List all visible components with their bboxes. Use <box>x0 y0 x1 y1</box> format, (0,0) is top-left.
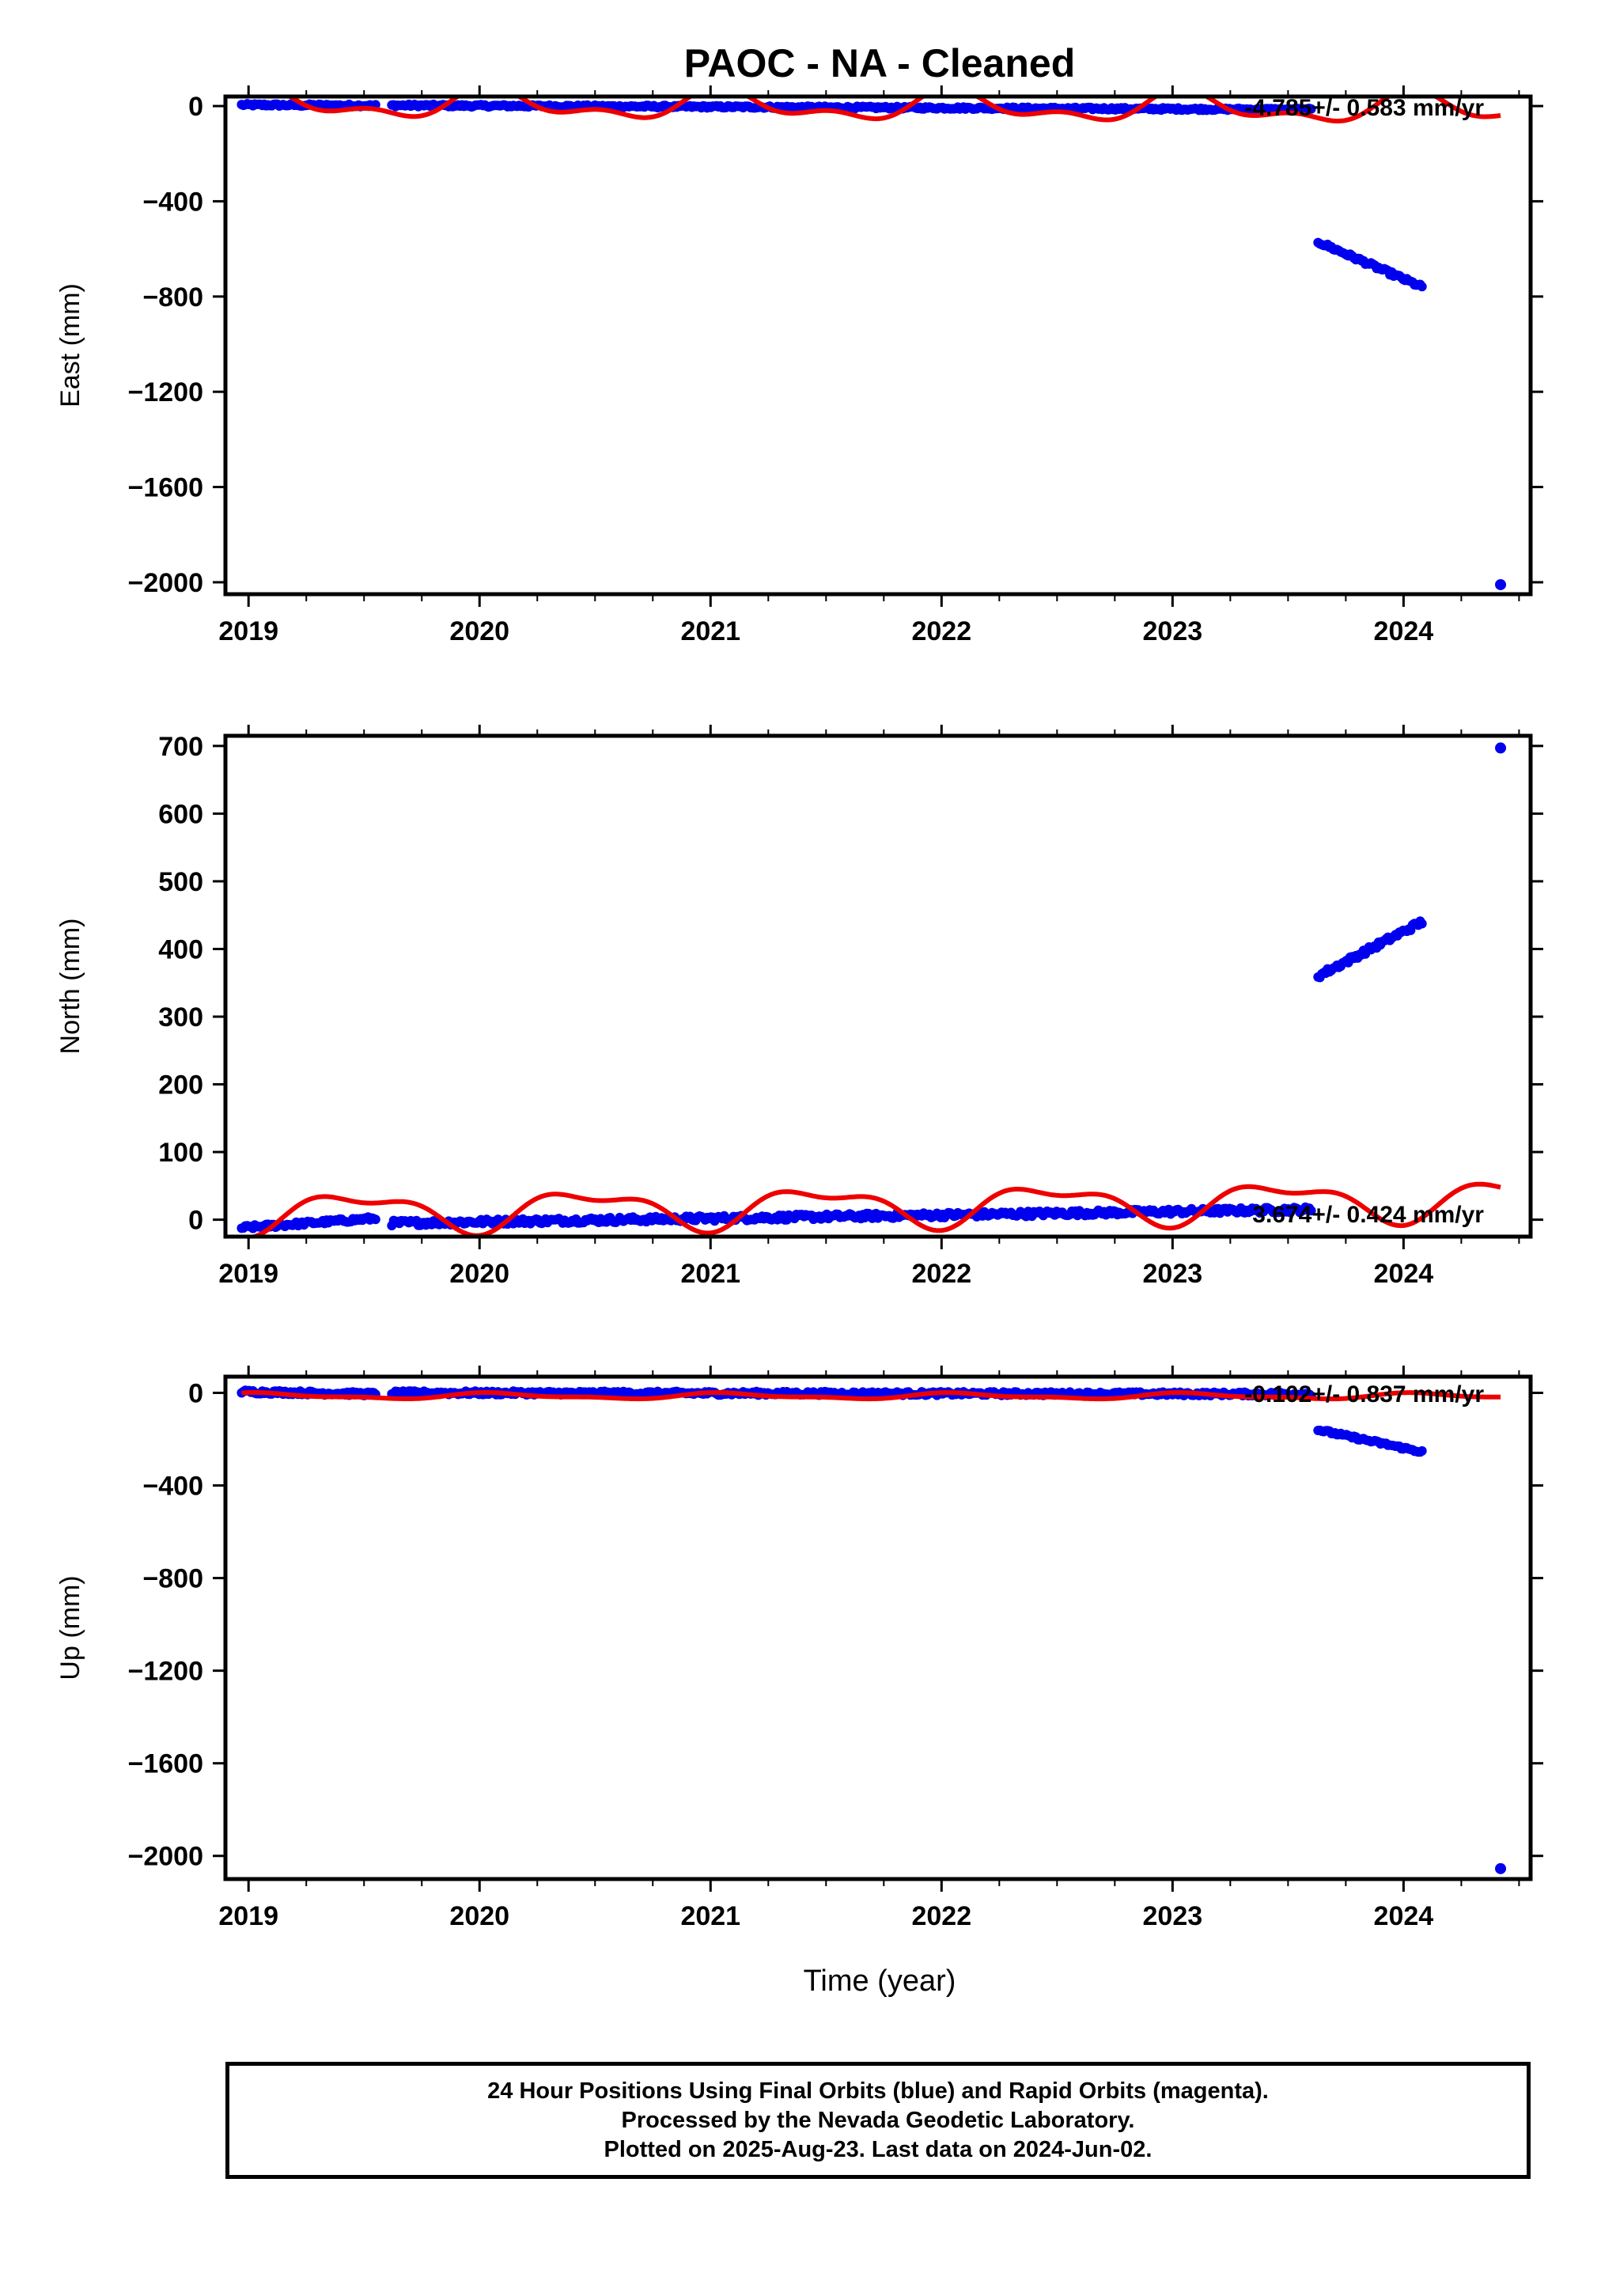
east-x-tick-label: 2022 <box>911 616 971 646</box>
north-x-tick-label: 2021 <box>680 1259 740 1289</box>
up-x-tick-label: 2019 <box>218 1901 278 1931</box>
east-x-tick-label: 2020 <box>449 616 509 646</box>
east-model-curve <box>286 97 1501 123</box>
north-rate-label: 3.674+/- 0.424 mm/yr <box>1252 1202 1484 1228</box>
north-x-tick-label: 2019 <box>218 1259 278 1289</box>
east-y-tick-label: −1600 <box>128 473 204 503</box>
up-x-tick-label: 2020 <box>449 1901 509 1931</box>
footer-line-3: Plotted on 2025-Aug-23. Last data on 202… <box>604 2136 1152 2162</box>
north-y-tick-label: 500 <box>158 867 203 897</box>
east-frame <box>223 94 1533 597</box>
figure-title: PAOC - NA - Cleaned <box>684 41 1075 85</box>
up-data-point <box>1417 1445 1427 1456</box>
up-y-tick-label: −2000 <box>128 1842 204 1872</box>
north-outlier-point <box>1495 742 1507 754</box>
up-x-tick-label: 2022 <box>911 1901 971 1931</box>
up-x-tick-label: 2021 <box>680 1901 740 1931</box>
up-frame <box>223 1374 1533 1881</box>
up-plot-area <box>237 1385 1507 1874</box>
north-data-point <box>370 1214 380 1225</box>
north-y-tick-label: 700 <box>158 732 203 762</box>
north-y-tick-label: 400 <box>158 934 203 964</box>
north-x-tick-label: 2024 <box>1374 1259 1434 1289</box>
up-y-tick-label: −1200 <box>128 1657 204 1687</box>
east-data-point <box>1417 282 1427 292</box>
north-data-point <box>1417 919 1427 929</box>
north-plot-area <box>237 742 1507 1237</box>
east-y-tick-label: −800 <box>142 282 203 313</box>
east-x-tick-label: 2024 <box>1374 616 1434 646</box>
east-y-tick-label: −400 <box>142 187 203 217</box>
east-plot-area <box>237 97 1507 590</box>
up-rate-label: -0.102+/- 0.837 mm/yr <box>1244 1381 1484 1408</box>
up-y-axis-title: Up (mm) <box>55 1575 85 1680</box>
up-model-curve <box>241 1390 1501 1402</box>
east-x-tick-label: 2023 <box>1143 616 1203 646</box>
up-y-tick-label: −400 <box>142 1472 203 1502</box>
north-y-tick-label: 300 <box>158 1002 203 1032</box>
up-x-tick-label: 2024 <box>1374 1901 1434 1931</box>
east-rate-label: -4.785+/- 0.583 mm/yr <box>1244 95 1484 121</box>
north-y-tick-label: 0 <box>188 1206 203 1236</box>
north-y-tick-label: 200 <box>158 1070 203 1101</box>
north-y-tick-label: 600 <box>158 799 203 829</box>
east-y-axis-title: East (mm) <box>55 283 85 407</box>
footer-line-2: Processed by the Nevada Geodetic Laborat… <box>621 2107 1135 2133</box>
footer-line-1: 24 Hour Positions Using Final Orbits (bl… <box>487 2078 1269 2104</box>
east-y-tick-label: −1200 <box>128 377 204 407</box>
up-x-tick-label: 2023 <box>1143 1901 1203 1931</box>
north-frame <box>223 733 1533 1239</box>
east-x-tick-label: 2021 <box>680 616 740 646</box>
footer-box: 24 Hour Positions Using Final Orbits (bl… <box>225 2062 1531 2179</box>
east-panel: 2019 2020 2021 2022 2023 2024 0 −400 −800 −1200 −1… <box>55 85 1543 646</box>
x-axis-title: Time (year) <box>804 1964 956 1998</box>
north-x-tick-label: 2020 <box>449 1259 509 1289</box>
up-panel: 2019 2020 2021 2022 2023 2024 0 −400 −800 −1200 −1… <box>55 1366 1543 1931</box>
north-y-axis-title: North (mm) <box>55 919 85 1055</box>
up-y-tick-label: 0 <box>188 1378 203 1408</box>
east-outlier-point <box>1495 578 1507 590</box>
north-panel: 2019 2020 2021 2022 2023 2024 0 100 200 300 400 500… <box>55 725 1543 1289</box>
north-data-point <box>1306 1206 1316 1216</box>
north-x-tick-label: 2023 <box>1143 1259 1203 1289</box>
north-x-tick-label: 2022 <box>911 1259 971 1289</box>
north-y-tick-label: 100 <box>158 1138 203 1168</box>
east-y-tick-label: 0 <box>188 92 203 122</box>
up-y-tick-label: −1600 <box>128 1749 204 1779</box>
up-outlier-point <box>1495 1862 1507 1874</box>
east-x-tick-label: 2019 <box>218 616 278 646</box>
north-model-curve <box>241 1181 1501 1237</box>
east-y-tick-label: −2000 <box>128 568 204 598</box>
east-data-point <box>1306 104 1316 114</box>
up-y-tick-label: −800 <box>142 1564 203 1594</box>
